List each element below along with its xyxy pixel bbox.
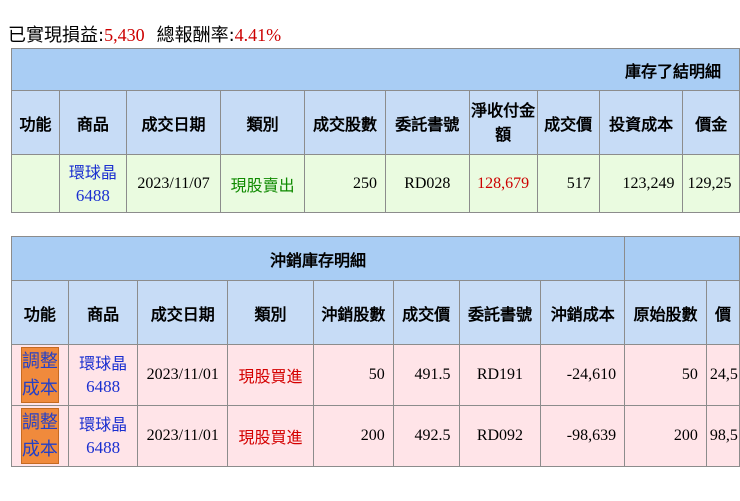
function-cell (11, 154, 60, 213)
col-header-amount: 價金 (682, 90, 740, 155)
offset-cost: -24,610 (540, 344, 626, 406)
col-header-order-no: 委託書號 (384, 90, 470, 155)
col-header-price: 成交價 (536, 90, 600, 155)
investment-cost: 123,249 (598, 154, 684, 213)
product-code: 6488 (86, 438, 121, 457)
realized-pnl-label: 已實現損益: (8, 25, 105, 46)
col-header-date: 成交日期 (125, 90, 222, 155)
original-shares: 200 (624, 405, 707, 467)
order-number: RD092 (458, 405, 542, 467)
trade-type: 現股買進 (227, 344, 314, 406)
trade-shares: 250 (304, 154, 386, 213)
profit-summary: 已實現損益:5,430 總報酬率:4.41% (8, 22, 281, 48)
col-header-offset-shares: 沖銷股數 (312, 280, 394, 345)
offset-shares: 200 (312, 405, 394, 467)
trade-price: 491.5 (392, 344, 460, 406)
trade-type: 現股賣出 (220, 154, 306, 213)
offset-shares: 50 (312, 344, 394, 406)
order-number: RD028 (384, 154, 470, 213)
table-row: 環球晶 6488 2023/11/07 現股賣出 250 RD028 128,6… (11, 154, 740, 213)
col-header-product: 商品 (58, 90, 127, 155)
trade-date: 2023/11/07 (125, 154, 222, 213)
order-number: RD191 (458, 344, 542, 406)
col-header-cost: 投資成本 (598, 90, 684, 155)
realized-pnl-value: 5,430 (104, 25, 145, 45)
function-cell: 調整成本 (11, 405, 69, 467)
trade-date: 2023/11/01 (137, 405, 229, 467)
trade-type: 現股買進 (227, 405, 314, 467)
adjust-cost-button[interactable]: 調整成本 (20, 408, 59, 464)
product-link[interactable]: 環球晶 6488 (58, 154, 127, 213)
col-header-net-amount: 淨收付金額 (468, 90, 538, 155)
adjust-cost-button[interactable]: 調整成本 (20, 347, 59, 403)
product-name: 環球晶 (68, 162, 117, 182)
product-name: 環球晶 (79, 415, 128, 434)
col-header-function: 功能 (11, 280, 69, 345)
product-link[interactable]: 環球晶 6488 (67, 344, 139, 406)
col-header-price: 成交價 (392, 280, 460, 345)
trade-price: 492.5 (392, 405, 460, 467)
col-header-type: 類別 (227, 280, 314, 345)
trade-price: 517 (536, 154, 600, 213)
col-header-amount: 價 (705, 280, 740, 345)
col-header-type: 類別 (220, 90, 306, 155)
col-header-date: 成交日期 (137, 280, 229, 345)
function-cell: 調整成本 (11, 344, 69, 406)
total-return-value: 4.41% (234, 25, 282, 45)
trade-amount: 24,5 (705, 344, 740, 406)
product-code: 6488 (86, 377, 121, 396)
col-header-function: 功能 (11, 90, 60, 155)
original-shares: 50 (624, 344, 707, 406)
closed-position-table: 庫存了結明細 功能 商品 成交日期 類別 成交股數 委託書號 淨收付金額 成交價… (11, 48, 740, 213)
col-header-offset-cost: 沖銷成本 (540, 280, 626, 345)
product-name: 環球晶 (79, 354, 128, 373)
product-code: 6488 (75, 185, 110, 205)
closed-table-title: 庫存了結明細 (11, 48, 740, 91)
col-header-orig-shares: 原始股數 (624, 280, 707, 345)
col-header-shares: 成交股數 (304, 90, 386, 155)
offset-table-title-extra (624, 236, 740, 281)
table-row: 調整成本 環球晶 6488 2023/11/01 現股買進 200 492.5 … (11, 405, 740, 467)
col-header-order-no: 委託書號 (458, 280, 542, 345)
trade-amount: 129,25 (682, 154, 740, 213)
trade-amount: 98,5 (705, 405, 740, 467)
net-amount: 128,679 (468, 154, 538, 213)
trade-date: 2023/11/01 (137, 344, 229, 406)
offset-table-title: 沖銷庫存明細 (10, 236, 626, 281)
table-row: 調整成本 環球晶 6488 2023/11/01 現股買進 50 491.5 R… (11, 344, 740, 406)
col-header-product: 商品 (67, 280, 139, 345)
offset-inventory-table: 沖銷庫存明細 功能 商品 成交日期 類別 沖銷股數 成交價 委託書號 沖銷成本 … (10, 236, 740, 467)
offset-cost: -98,639 (540, 405, 626, 467)
total-return-label: 總報酬率: (156, 25, 235, 46)
product-link[interactable]: 環球晶 6488 (67, 405, 139, 467)
